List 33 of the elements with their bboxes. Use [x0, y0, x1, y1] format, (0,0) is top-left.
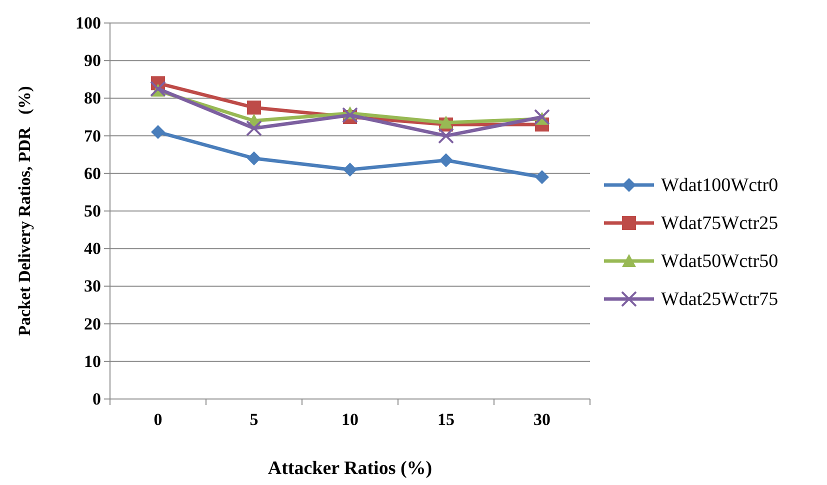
point — [247, 100, 261, 115]
y-tick-label: 10 — [84, 352, 101, 371]
y-tick-label: 70 — [84, 126, 101, 146]
y-axis-title: Packet Delivery Ratios, PDR (%) — [15, 86, 34, 336]
point — [342, 107, 358, 124]
point — [343, 162, 357, 177]
legend-label: Wdat50Wctr50 — [661, 251, 778, 272]
y-tick-label: 0 — [92, 389, 101, 408]
x-tick-label: 15 — [438, 410, 454, 430]
legend-label: Wdat75Wctr25 — [661, 213, 778, 234]
point — [439, 153, 453, 168]
point — [246, 120, 262, 136]
x-axis-title: Attacker Ratios (%) — [268, 458, 432, 479]
point — [150, 80, 166, 97]
x-tick-label: 0 — [154, 410, 162, 430]
legend-label: Wdat100Wctr0 — [661, 175, 778, 196]
y-tick-label: 40 — [84, 239, 101, 258]
y-tick-label: 80 — [84, 88, 101, 108]
y-tick-label: 60 — [84, 164, 101, 183]
point — [247, 151, 261, 166]
y-tick-label: 100 — [76, 13, 101, 32]
point — [438, 128, 454, 144]
x-tick-label: 5 — [250, 410, 258, 430]
y-tick-label: 30 — [84, 276, 101, 296]
point — [151, 125, 165, 140]
x-tick-label: 10 — [342, 410, 358, 430]
y-tick-label: 20 — [84, 314, 101, 334]
point — [439, 116, 453, 129]
y-tick-label: 90 — [84, 51, 101, 70]
legend-label: Wdat25Wctr75 — [661, 289, 778, 310]
x-tick-label: 30 — [534, 410, 550, 430]
y-tick-label: 50 — [84, 201, 101, 220]
point — [535, 170, 549, 184]
